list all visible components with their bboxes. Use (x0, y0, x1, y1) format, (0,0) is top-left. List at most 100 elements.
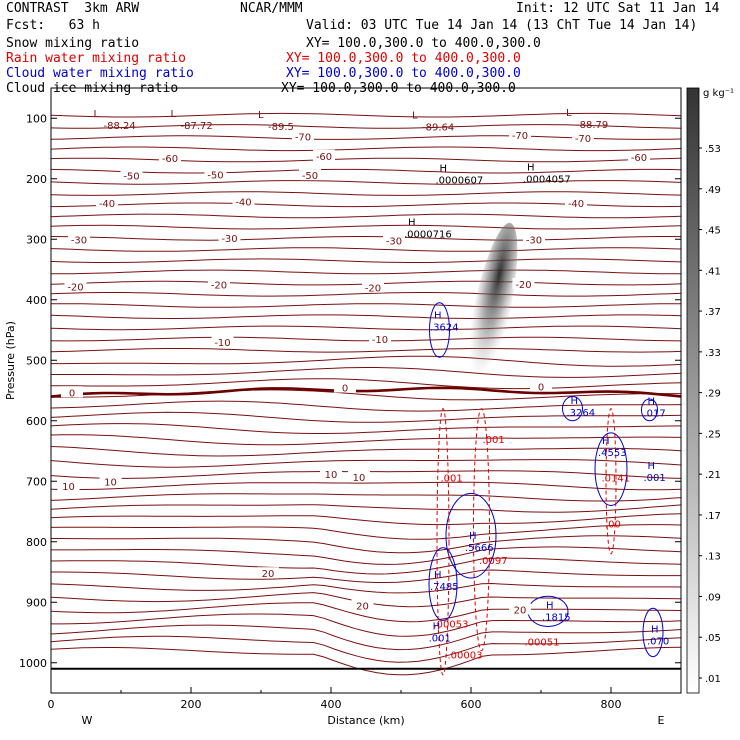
temperature-contour (50, 504, 682, 513)
contour-label: 20 (262, 569, 275, 580)
rain-water-value: .00 (605, 520, 621, 531)
contour-label: 20 (514, 606, 527, 617)
cloud-water-contour (642, 607, 664, 658)
rain-water-contour (605, 408, 617, 555)
init-time: Init: 12 UTC Sat 11 Jan 14 (516, 1, 720, 16)
colorbar-label: .53 (705, 144, 721, 155)
temperature-contour (50, 400, 682, 412)
y-tick-label: 300 (26, 233, 47, 246)
contour-label: -20 (515, 280, 531, 291)
temperature-contour (50, 325, 682, 331)
contour-label: -20 (365, 284, 381, 295)
temperature-contour (50, 446, 682, 457)
low-value: -89.5 (268, 122, 294, 133)
forecast-hour: Fcst: 63 h (6, 18, 100, 33)
colorbar-label: .25 (705, 429, 721, 440)
cloud-ice-high-value: .0000607 (436, 176, 484, 187)
cloud-ice-high-marker: H (408, 217, 416, 228)
contour-label: -30 (221, 234, 237, 245)
temperature-contour (50, 236, 682, 241)
contour-label: -70 (295, 132, 311, 143)
temperature-contour (50, 646, 682, 676)
model-title: CONTRAST 3km ARW (6, 1, 140, 16)
field-xy-snow: XY= 100.0,300.0 to 400.0,300.0 (306, 36, 541, 51)
temperature-contour (50, 314, 682, 319)
cloud-water-contour (445, 492, 497, 579)
contour-label: -40 (235, 198, 251, 209)
y-tick-label: 200 (26, 173, 47, 186)
field-xy-rain: XY= 100.0,300.0 to 400.0,300.0 (286, 51, 521, 66)
contour-label: -50 (207, 171, 223, 182)
contour-label: -20 (211, 281, 227, 292)
contour-label: 10 (104, 477, 117, 488)
cloud-water-high-value: .3264 (567, 408, 596, 419)
temperature-contour (50, 213, 682, 219)
temperature-contour (50, 348, 682, 353)
x-tick-label: 0 (48, 698, 55, 711)
x-axis-title: Distance (km) (327, 714, 404, 727)
cloud-water-high-marker: H (648, 396, 656, 407)
cloud-water-contour (562, 396, 583, 422)
contour-label: -30 (71, 235, 87, 246)
rain-water-value: .00003 (448, 650, 483, 661)
colorbar-label: .21 (705, 470, 721, 481)
contour-label: -70 (512, 131, 528, 142)
colorbar-label: .01 (705, 674, 721, 685)
temperature-contour (51, 355, 682, 367)
contour-label-bg (257, 567, 279, 579)
contour-label-bg (369, 333, 391, 345)
contour-label: -10 (372, 335, 388, 346)
cloud-water-contour (594, 432, 628, 506)
cloud-water-contour (641, 398, 658, 422)
contour-label-bg (208, 278, 230, 290)
field-name-rain: Rain water mixing ratio (6, 51, 187, 66)
contour-label-bg (232, 195, 255, 207)
contour-label: -30 (386, 236, 402, 247)
cloud-water-high-marker: H (434, 570, 442, 581)
contour-label-bg (530, 380, 552, 392)
temperature-contour (50, 582, 682, 594)
temperature-contour (51, 535, 682, 554)
cloud-water-high-marker: H (648, 461, 656, 472)
contour-label: -60 (162, 154, 178, 165)
contour-label: -60 (316, 152, 332, 163)
plot-frame (50, 87, 682, 694)
contour-label-bg (628, 150, 650, 162)
colorbar-label: .29 (705, 389, 721, 400)
west-label: W (82, 714, 93, 727)
contour-label-bg (120, 169, 143, 181)
contour-label: 20 (356, 601, 369, 612)
valid-time: Valid: 03 UTC Tue 14 Jan 14 (13 ChT Tue … (306, 18, 698, 33)
contour-label-bg (211, 336, 234, 348)
contour-label: -60 (631, 153, 647, 164)
temperature-contour (50, 602, 682, 623)
contour-label: 10 (353, 473, 366, 484)
rain-water-value: .0141 (602, 474, 631, 485)
contour-label: -20 (67, 282, 83, 293)
cloud-ice-high-marker: H (440, 164, 448, 175)
contour-label-bg (362, 281, 384, 293)
temperature-contour (51, 367, 682, 378)
y-tick-label: 700 (26, 475, 47, 488)
low-marker: L (566, 108, 572, 119)
rain-water-value: .001 (441, 474, 463, 485)
cloud-water-contour (429, 302, 450, 358)
contour-label: 10 (325, 470, 338, 481)
cloud-water-high-value: .001 (429, 634, 451, 645)
contour-label-bg (572, 132, 594, 144)
cloud-water-high-marker: H (602, 436, 610, 447)
field-name-snow: Snow mixing ratio (6, 36, 140, 51)
low-value: -87.72 (181, 121, 213, 132)
temperature-contour (50, 157, 682, 163)
colorbar (686, 87, 700, 694)
contour-label-bg (159, 152, 181, 164)
cloud-water-high-marker: H (433, 622, 441, 633)
contour-label-bg (351, 599, 374, 611)
cloud-water-contour (428, 547, 458, 621)
temperature-contour (50, 180, 682, 185)
temperature-contour (50, 524, 682, 540)
temperature-contour (50, 493, 682, 502)
temperature-contour (50, 292, 682, 297)
rain-water-value: .00053 (434, 619, 469, 630)
temperature-contour (50, 224, 682, 230)
